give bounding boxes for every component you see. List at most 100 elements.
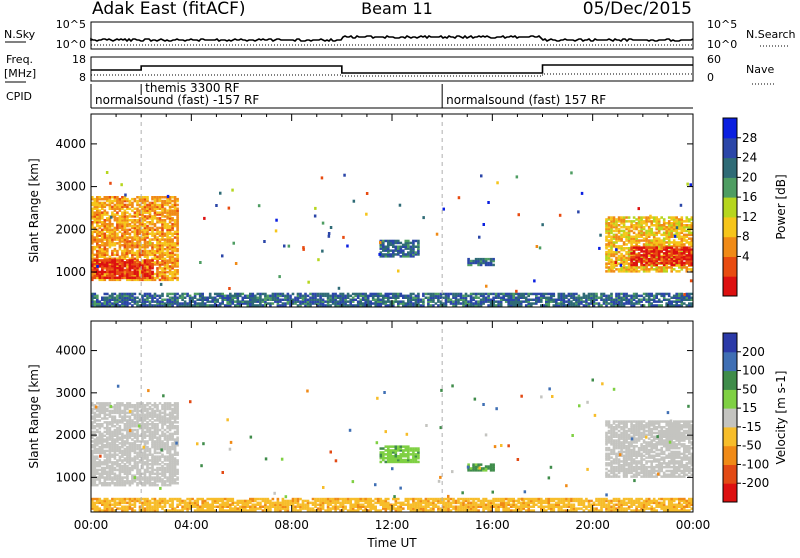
power-cell <box>517 293 520 296</box>
velocity-cell <box>96 402 99 405</box>
power-cell <box>146 196 149 199</box>
power-cell <box>638 295 641 298</box>
power-scatter-point <box>160 283 163 286</box>
power-cell <box>164 219 167 222</box>
power-cell <box>161 200 164 203</box>
velocity-cell <box>151 421 154 424</box>
power-cell <box>164 208 167 211</box>
power-cell <box>655 216 658 219</box>
power-cell <box>111 223 114 226</box>
power-cell <box>109 295 112 298</box>
power-cell <box>171 271 174 274</box>
power-cell <box>216 293 219 296</box>
power-cell <box>126 236 129 239</box>
velocity-cell <box>96 414 99 417</box>
power-cell <box>665 222 668 225</box>
power-cell <box>114 248 117 251</box>
power-cell <box>234 300 237 303</box>
power-cell <box>114 204 117 207</box>
power-cell <box>660 216 663 219</box>
power-cell <box>620 245 623 248</box>
power-cell <box>121 196 124 199</box>
power-cell <box>650 299 653 302</box>
velocity-cell <box>106 482 109 485</box>
power-cell <box>625 257 628 260</box>
velocity-cell <box>104 438 107 441</box>
power-cell <box>234 304 237 307</box>
power-cell <box>522 300 525 303</box>
power-cell <box>99 275 102 278</box>
power-cell <box>387 293 390 296</box>
power-ytick-label-2: 3000 <box>55 180 86 194</box>
velocity-cell <box>136 452 139 455</box>
power-cell <box>605 236 608 239</box>
power-cell <box>686 266 689 269</box>
power-cell <box>106 259 109 262</box>
velocity-cell <box>104 450 107 453</box>
power-cell <box>94 267 97 270</box>
power-cell <box>111 293 114 296</box>
velocity-cell <box>146 476 149 479</box>
power-cell <box>673 216 676 219</box>
velocity-cell <box>149 402 152 405</box>
power-cell <box>216 299 219 302</box>
date-title: 05/Dec/2015 <box>583 0 692 19</box>
power-cell <box>390 253 393 256</box>
power-cell <box>475 300 478 303</box>
power-cell <box>653 260 656 263</box>
power-cell <box>279 304 282 307</box>
power-cell <box>435 302 438 305</box>
power-cell <box>269 302 272 305</box>
velocity-cell <box>99 423 102 426</box>
power-cell <box>686 239 689 242</box>
power-cell <box>395 246 398 249</box>
power-cell <box>625 226 628 229</box>
power-cell <box>116 259 119 262</box>
power-cell <box>668 299 671 302</box>
power-cell <box>533 293 536 296</box>
power-cell <box>136 271 139 274</box>
power-cell <box>171 209 174 212</box>
power-cell <box>116 271 119 274</box>
velocity-cell <box>159 476 162 479</box>
power-scatter-point <box>536 245 539 248</box>
power-cell <box>126 215 129 218</box>
power-cell <box>608 216 611 219</box>
power-scatter-point <box>399 204 402 207</box>
power-cell <box>525 304 528 307</box>
power-cell <box>134 293 137 296</box>
power-cell <box>226 295 229 298</box>
power-cell <box>282 302 285 305</box>
power-cell <box>385 293 388 296</box>
power-cell <box>136 208 139 211</box>
power-cell <box>653 216 656 219</box>
power-cell <box>272 302 275 305</box>
power-cell <box>492 264 495 267</box>
power-cell <box>548 293 551 296</box>
power-cell <box>159 295 162 298</box>
power-cell <box>131 271 134 274</box>
power-cell <box>385 253 388 256</box>
velocity-cell <box>96 436 99 439</box>
power-scatter-point <box>278 275 281 278</box>
power-scatter-point <box>422 216 425 219</box>
power-cell <box>284 302 287 305</box>
power-cell <box>633 256 636 259</box>
power-cell <box>660 293 663 296</box>
power-cell <box>380 293 383 296</box>
velocity-cell <box>156 423 159 426</box>
power-cell <box>171 217 174 220</box>
power-cell <box>613 234 616 237</box>
power-cell <box>131 215 134 218</box>
power-cell <box>136 300 139 303</box>
power-scatter-point <box>167 195 170 198</box>
power-scatter-point <box>275 219 278 222</box>
power-cell <box>121 244 124 247</box>
power-cell <box>304 293 307 296</box>
power-cell <box>317 293 320 296</box>
power-cell <box>613 230 616 233</box>
power-scatter-point <box>314 207 317 210</box>
power-cell <box>688 237 691 240</box>
velocity-cell <box>126 419 129 422</box>
velocity-cell <box>96 419 99 422</box>
